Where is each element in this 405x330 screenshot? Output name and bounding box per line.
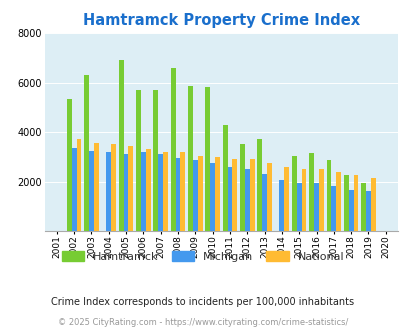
Bar [180,152,185,231]
Bar [222,125,227,231]
Bar [188,86,192,231]
Text: Crime Index corresponds to incidents per 100,000 inhabitants: Crime Index corresponds to incidents per… [51,297,354,307]
Bar [76,139,81,231]
Bar [106,152,111,231]
Bar [227,167,232,231]
Bar [309,153,313,231]
Bar [197,155,202,231]
Bar [360,183,365,231]
Bar [67,99,72,231]
Bar [128,146,133,231]
Bar [119,60,123,231]
Bar [301,169,306,231]
Bar [257,139,262,231]
Bar [318,169,323,231]
Bar [205,87,210,231]
Bar [215,157,220,231]
Bar [335,172,340,231]
Bar [291,155,296,231]
Bar [94,143,98,231]
Bar [353,175,358,231]
Bar [266,163,271,231]
Bar [244,169,249,231]
Bar [158,154,163,231]
Bar [262,174,266,231]
Bar [175,158,180,231]
Bar [348,190,353,231]
Bar [123,154,128,231]
Bar [111,145,116,231]
Bar [136,90,141,231]
Bar [163,152,168,231]
Bar [239,145,244,231]
Bar [72,148,76,231]
Bar [192,160,197,231]
Bar [343,175,348,231]
Bar [145,149,150,231]
Bar [232,159,237,231]
Bar [170,68,175,231]
Bar [296,183,301,231]
Bar [365,191,370,231]
Text: © 2025 CityRating.com - https://www.cityrating.com/crime-statistics/: © 2025 CityRating.com - https://www.city… [58,318,347,327]
Bar [279,180,284,231]
Legend: Hamtramck, Michigan, National: Hamtramck, Michigan, National [57,247,348,267]
Title: Hamtramck Property Crime Index: Hamtramck Property Crime Index [83,13,359,28]
Bar [326,160,330,231]
Bar [313,183,318,231]
Bar [141,152,145,231]
Bar [284,167,288,231]
Bar [370,178,375,231]
Bar [89,150,94,231]
Bar [249,159,254,231]
Bar [153,90,158,231]
Bar [330,186,335,231]
Bar [84,75,89,231]
Bar [210,163,215,231]
